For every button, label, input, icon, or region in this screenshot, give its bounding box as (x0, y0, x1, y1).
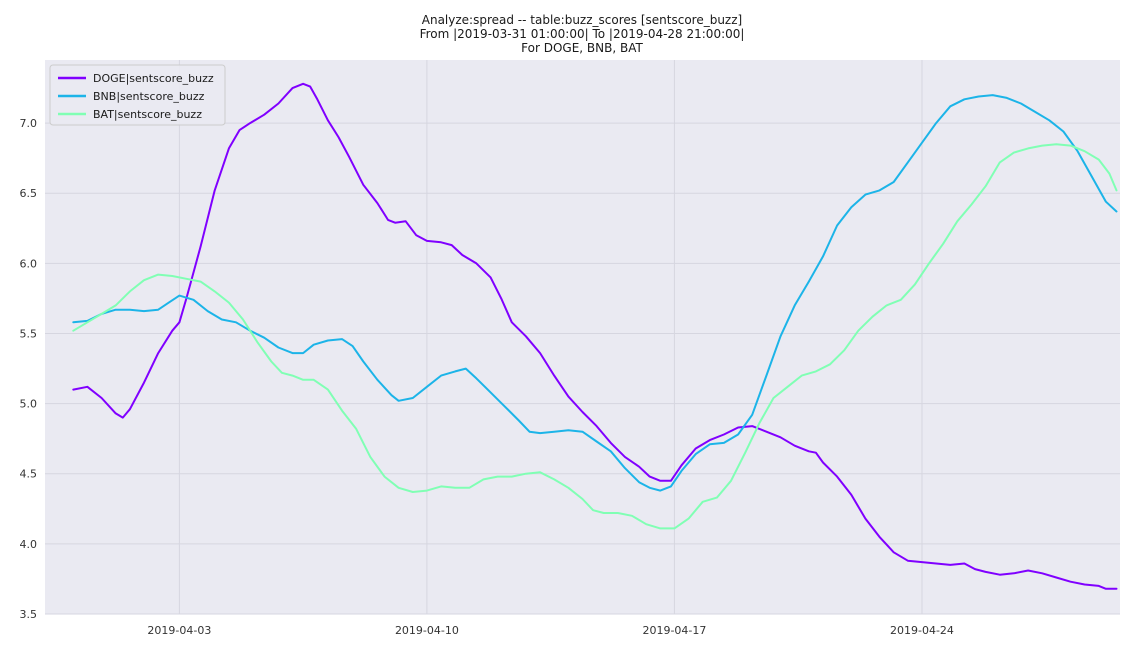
x-tick-label: 2019-04-10 (395, 624, 459, 637)
series-line-doge (72, 82, 1118, 590)
plot-area (45, 60, 1120, 614)
x-axis: 2019-04-03 2019-04-10 2019-04-17 2019-04-24 (147, 624, 954, 637)
y-tick-label: 4.0 (20, 538, 38, 551)
title-line-2: From |2019-03-31 01:00:00| To |2019-04-2… (420, 27, 745, 41)
legend-label: BNB|sentscore_buzz (93, 90, 205, 103)
y-tick-label: 4.5 (20, 468, 38, 481)
y-axis: 3.5 4.0 4.5 5.0 5.5 6.0 6.5 7.0 (20, 117, 38, 621)
x-tick-label: 2019-04-03 (147, 624, 211, 637)
chart-title: Analyze:spread -- table:buzz_scores [sen… (420, 13, 745, 55)
title-line-1: Analyze:spread -- table:buzz_scores [sen… (422, 13, 742, 27)
legend: DOGE|sentscore_buzz BNB|sentscore_buzz BAT… (49, 64, 226, 126)
grid-lines (45, 60, 1120, 615)
y-tick-label: 5.5 (20, 327, 38, 340)
y-tick-label: 3.5 (20, 608, 38, 621)
legend-label: DOGE|sentscore_buzz (93, 72, 214, 85)
y-tick-label: 6.0 (20, 257, 38, 270)
series-line-bat (72, 143, 1118, 530)
y-tick-label: 7.0 (20, 117, 38, 130)
y-tick-label: 6.5 (20, 187, 38, 200)
title-line-3: For DOGE, BNB, BAT (521, 41, 643, 55)
x-tick-label: 2019-04-24 (890, 624, 954, 637)
series-lines (72, 82, 1118, 590)
legend-label: BAT|sentscore_buzz (93, 108, 202, 121)
x-tick-label: 2019-04-17 (642, 624, 706, 637)
legend-box (49, 64, 226, 126)
y-tick-label: 5.0 (20, 398, 38, 411)
